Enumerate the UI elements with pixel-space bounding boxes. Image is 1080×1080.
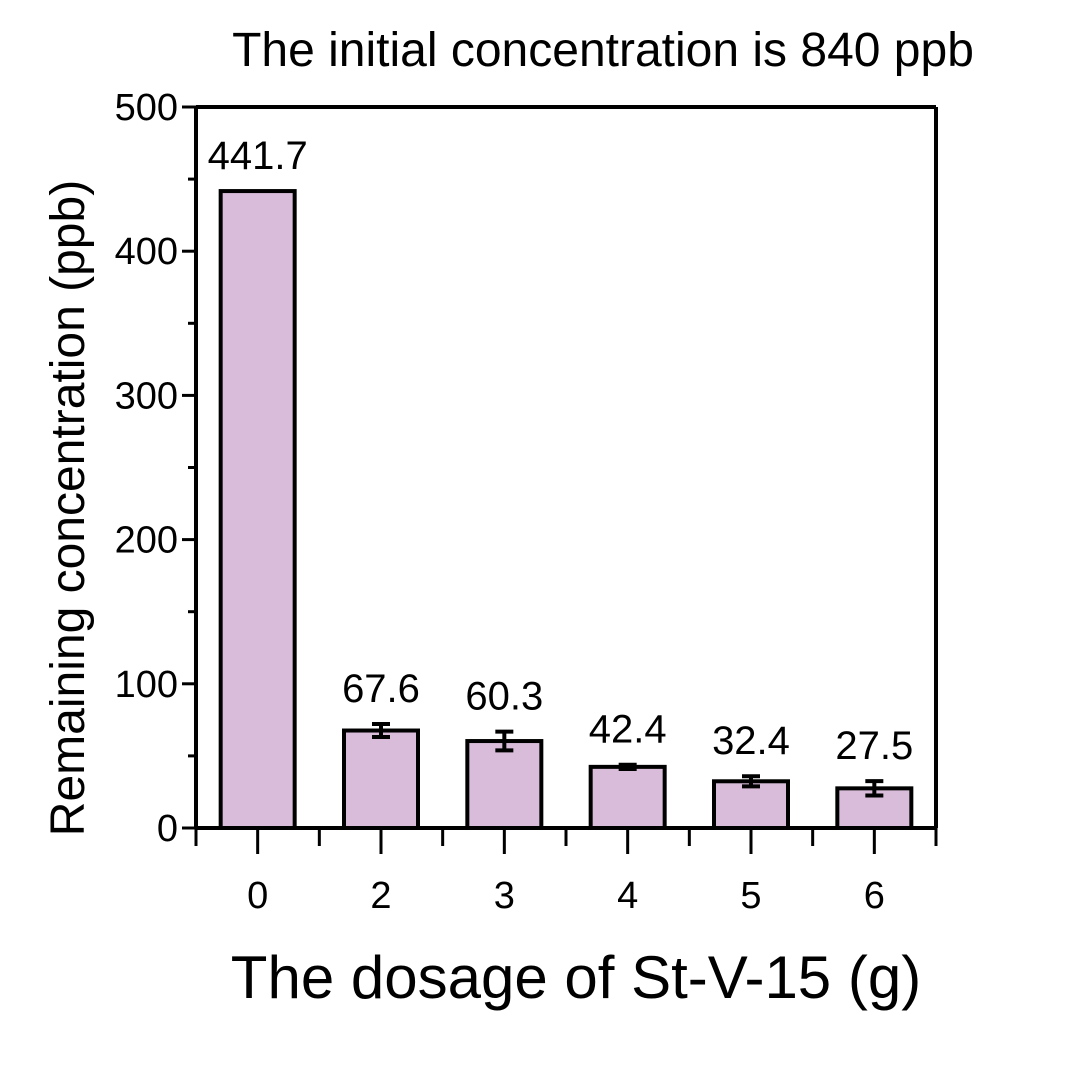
y-tick-label: 300 — [115, 375, 178, 417]
data-label: 32.4 — [712, 719, 790, 763]
y-axis-label: Remaining concentration (ppb) — [42, 180, 95, 836]
x-tick-label: 3 — [494, 875, 515, 917]
data-label: 441.7 — [208, 134, 308, 178]
y-tick-label: 500 — [115, 87, 178, 129]
data-label: 67.6 — [342, 667, 420, 711]
data-label: 27.5 — [835, 724, 913, 768]
x-axis-label: The dosage of St-V-15 (g) — [231, 944, 921, 1011]
x-tick-label: 6 — [864, 875, 885, 917]
bar — [465, 739, 544, 831]
x-tick-label: 4 — [617, 875, 638, 917]
x-tick-label: 2 — [370, 875, 391, 917]
x-tick-label: 5 — [740, 875, 761, 917]
plot-area: 0 100 200 300 400 500 441.7 0 67.6 2 60.3 3 42.4 4 32.… — [115, 87, 938, 917]
data-label: 60.3 — [465, 675, 543, 719]
data-label: 42.4 — [589, 708, 667, 752]
bar — [218, 189, 297, 830]
bar — [588, 764, 667, 830]
y-tick-label: 0 — [157, 808, 178, 850]
y-tick-label: 100 — [115, 664, 178, 706]
x-tick-label: 0 — [247, 875, 268, 917]
chart-title: The initial concentration is 840 ppb — [232, 24, 974, 77]
y-tick-label: 400 — [115, 231, 178, 273]
bar — [342, 728, 420, 831]
y-tick-label: 200 — [115, 520, 178, 562]
